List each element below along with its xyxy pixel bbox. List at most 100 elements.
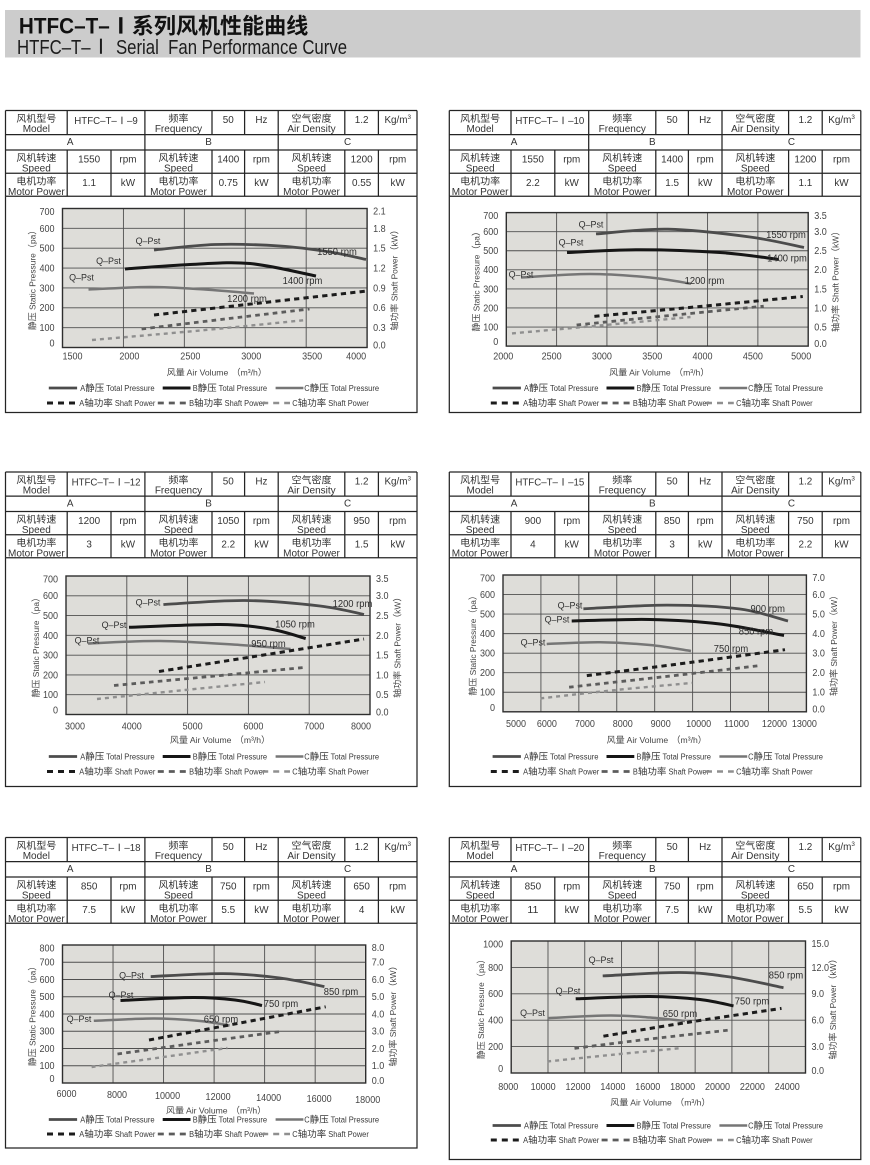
svg-text:200: 200	[480, 668, 496, 679]
svg-text:1400: 1400	[217, 155, 239, 166]
svg-text:Motor Power: Motor Power	[452, 914, 509, 925]
svg-text:C: C	[292, 1130, 298, 1139]
svg-text:650: 650	[353, 882, 370, 893]
svg-text:2.0: 2.0	[812, 668, 825, 679]
svg-text:1550 rpm: 1550 rpm	[766, 230, 806, 241]
svg-text:3500: 3500	[302, 351, 323, 362]
svg-text:0.0: 0.0	[373, 340, 386, 351]
svg-text:Air Volume: Air Volume	[184, 1106, 230, 1116]
svg-text:1550 rpm: 1550 rpm	[317, 247, 357, 258]
svg-text:2.2: 2.2	[799, 539, 813, 550]
svg-text:50: 50	[223, 477, 234, 488]
svg-text:kW: kW	[390, 234, 400, 246]
svg-text:18000: 18000	[355, 1095, 381, 1106]
svg-text:4: 4	[359, 905, 365, 916]
svg-text:6.0: 6.0	[812, 590, 825, 601]
svg-text:0.5: 0.5	[376, 690, 389, 701]
svg-text:8.0: 8.0	[372, 943, 385, 954]
svg-text:Frequency: Frequency	[155, 851, 202, 862]
svg-text:kW: kW	[698, 178, 713, 189]
svg-text:B: B	[649, 499, 656, 510]
svg-text:750 rpm: 750 rpm	[735, 996, 769, 1007]
svg-text:kW: kW	[565, 178, 580, 189]
svg-text:pa: pa	[31, 602, 41, 612]
svg-text:1400 rpm: 1400 rpm	[767, 254, 807, 265]
svg-text:B: B	[205, 137, 212, 148]
svg-text:Motor Power: Motor Power	[283, 187, 340, 198]
svg-text:A: A	[67, 499, 74, 510]
svg-text:3.0: 3.0	[814, 227, 827, 238]
svg-text:kW: kW	[391, 539, 406, 550]
svg-text:3.5: 3.5	[376, 574, 389, 585]
svg-text:1200: 1200	[351, 155, 373, 166]
svg-text:300: 300	[39, 283, 55, 294]
svg-text:B: B	[189, 1130, 194, 1139]
svg-text:50: 50	[667, 842, 678, 853]
svg-text:1.0: 1.0	[372, 1061, 385, 1072]
svg-text:400: 400	[39, 1009, 55, 1020]
svg-text:Speed: Speed	[608, 525, 637, 536]
svg-text:Motor Power: Motor Power	[452, 548, 509, 559]
svg-text:pa: pa	[28, 234, 38, 244]
svg-text:0: 0	[490, 703, 496, 714]
svg-text:Speed: Speed	[466, 164, 495, 175]
svg-text:700: 700	[43, 575, 59, 586]
svg-text:Speed: Speed	[297, 891, 326, 902]
svg-text:Shaft Power: Shaft Power	[666, 1136, 709, 1145]
svg-text:3.0: 3.0	[376, 591, 389, 602]
svg-text:1200 rpm: 1200 rpm	[685, 276, 725, 287]
svg-text:1.1: 1.1	[82, 178, 96, 189]
svg-text:rpm: rpm	[833, 882, 850, 893]
svg-text:Total Pressure: Total Pressure	[217, 1116, 268, 1125]
svg-text:14000: 14000	[256, 1093, 282, 1104]
svg-text:0.5: 0.5	[814, 322, 827, 333]
svg-text:700: 700	[39, 958, 55, 969]
svg-text:3: 3	[408, 841, 412, 848]
svg-text:A: A	[80, 384, 86, 393]
svg-text:1.2: 1.2	[799, 115, 813, 126]
svg-text:Motor Power: Motor Power	[150, 914, 207, 925]
svg-text:600: 600	[39, 975, 55, 986]
svg-text:200: 200	[483, 303, 499, 314]
svg-text:Total Pressure: Total Pressure	[104, 1116, 155, 1125]
svg-text:2.0: 2.0	[372, 1044, 385, 1055]
svg-text:kW: kW	[834, 178, 849, 189]
svg-text:6.0: 6.0	[372, 975, 385, 986]
svg-text:800: 800	[488, 963, 504, 974]
svg-text:A: A	[67, 137, 74, 148]
svg-text:400: 400	[480, 629, 496, 640]
svg-text:Static Pressure: Static Pressure	[28, 989, 38, 1048]
svg-text:400: 400	[488, 1016, 504, 1027]
svg-text:11: 11	[527, 905, 538, 916]
svg-text:100: 100	[39, 323, 55, 334]
svg-text:–9: –9	[127, 116, 138, 127]
svg-text:3: 3	[851, 114, 855, 121]
svg-text:5.0: 5.0	[812, 609, 825, 620]
svg-text:50: 50	[223, 115, 234, 126]
svg-text:B: B	[193, 753, 198, 762]
svg-text:8000: 8000	[107, 1090, 128, 1101]
svg-text:B: B	[189, 768, 194, 777]
svg-text:700: 700	[483, 211, 499, 222]
svg-text:kW: kW	[388, 970, 398, 982]
svg-text:C: C	[344, 499, 351, 510]
svg-text:Frequency: Frequency	[155, 486, 202, 497]
svg-text:900: 900	[525, 516, 542, 527]
svg-text:Kg/m: Kg/m	[828, 115, 851, 126]
svg-text:0: 0	[498, 1064, 504, 1075]
svg-text:pa: pa	[28, 970, 38, 980]
svg-text:rpm: rpm	[563, 516, 580, 527]
svg-text:Model: Model	[23, 486, 50, 497]
svg-text:750: 750	[220, 882, 237, 893]
svg-text:Kg/m: Kg/m	[384, 115, 407, 126]
svg-text:6000: 6000	[56, 1089, 77, 1100]
svg-text:3000: 3000	[241, 351, 262, 362]
svg-text:A: A	[524, 1122, 530, 1131]
svg-text:rpm: rpm	[119, 516, 136, 527]
svg-text:Total Pressure: Total Pressure	[661, 753, 712, 762]
svg-text:Motor Power: Motor Power	[727, 548, 784, 559]
svg-text:2500: 2500	[542, 351, 563, 362]
svg-text:3000: 3000	[592, 351, 613, 362]
svg-text:m³/h: m³/h	[240, 1106, 257, 1116]
svg-text:Motor Power: Motor Power	[594, 548, 651, 559]
